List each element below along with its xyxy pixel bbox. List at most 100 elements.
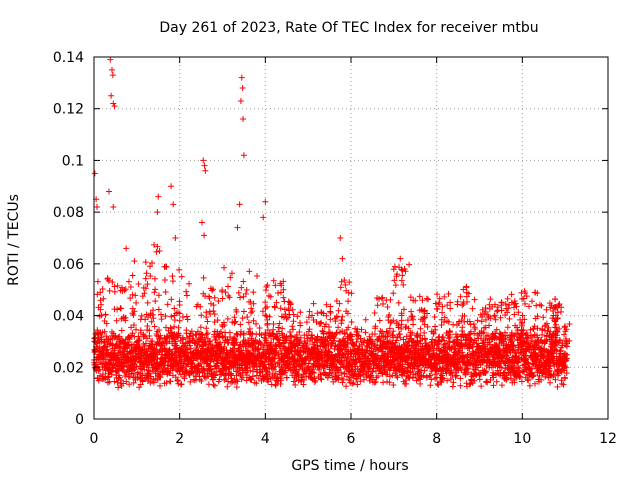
- data-point: [222, 289, 229, 296]
- data-point: [147, 272, 154, 279]
- data-point: [529, 373, 536, 380]
- data-point: [434, 380, 441, 387]
- data-point: [490, 374, 497, 381]
- data-point: [525, 377, 532, 384]
- data-point: [239, 374, 246, 381]
- data-point: [439, 374, 446, 381]
- data-point: [211, 382, 218, 389]
- data-point: [531, 380, 538, 387]
- data-point: [131, 308, 138, 315]
- data-point: [554, 309, 561, 316]
- data-point: [278, 282, 285, 289]
- data-point: [371, 309, 378, 316]
- data-point: [518, 327, 525, 334]
- data-point: [400, 336, 407, 343]
- data-point: [292, 382, 299, 389]
- data-point: [277, 342, 284, 349]
- data-point: [339, 379, 346, 386]
- data-point: [309, 312, 316, 319]
- data-point: [253, 320, 260, 327]
- data-point: [157, 374, 164, 381]
- data-point: [543, 320, 550, 327]
- data-point: [366, 365, 373, 372]
- data-point: [374, 302, 381, 309]
- data-point: [412, 297, 419, 304]
- data-point: [447, 305, 454, 312]
- data-point: [465, 351, 472, 358]
- data-point: [530, 372, 537, 378]
- data-point: [94, 329, 101, 336]
- data-point: [278, 313, 285, 320]
- data-point: [407, 332, 414, 339]
- data-point: [468, 376, 475, 383]
- data-point: [397, 334, 404, 341]
- data-point: [211, 294, 218, 301]
- data-point: [162, 288, 169, 295]
- data-point: [392, 282, 399, 289]
- data-point: [389, 372, 396, 379]
- data-point: [430, 329, 437, 336]
- data-point: [146, 370, 153, 377]
- data-point: [552, 312, 559, 319]
- data-point: [447, 299, 454, 306]
- data-point: [167, 324, 174, 331]
- data-point: [114, 336, 121, 343]
- data-point: [391, 277, 398, 284]
- data-point: [406, 339, 413, 346]
- data-point: [417, 380, 424, 387]
- data-point: [246, 331, 253, 338]
- data-point: [144, 299, 151, 306]
- data-point: [410, 321, 417, 328]
- data-point: [523, 293, 530, 300]
- data-point: [516, 365, 523, 372]
- data-point: [342, 281, 349, 288]
- data-point: [140, 333, 147, 340]
- data-point: [204, 373, 211, 380]
- data-point: [155, 306, 162, 313]
- data-point: [390, 290, 397, 297]
- data-point: [127, 284, 134, 291]
- data-point: [228, 379, 235, 386]
- data-point: [466, 381, 473, 388]
- data-point: [249, 308, 256, 315]
- data-point: [483, 368, 490, 375]
- data-point: [493, 326, 500, 333]
- data-point: [169, 278, 176, 285]
- data-point: [556, 348, 563, 355]
- data-point: [383, 328, 390, 335]
- data-point: [504, 295, 511, 302]
- data-point: [511, 379, 518, 386]
- data-point: [521, 300, 528, 307]
- data-point: [518, 378, 525, 385]
- data-point: [335, 307, 342, 314]
- data-point: [425, 296, 432, 303]
- data-point: [454, 333, 461, 340]
- data-point: [314, 333, 321, 340]
- data-point: [262, 305, 269, 312]
- data-point: [269, 330, 276, 337]
- data-point: [445, 335, 452, 342]
- data-point: [211, 311, 218, 318]
- data-point: [356, 358, 363, 365]
- data-point: [339, 255, 346, 262]
- data-point: [376, 295, 383, 302]
- data-point: [479, 340, 486, 347]
- data-point: [114, 282, 121, 289]
- data-point: [526, 303, 533, 310]
- data-point: [533, 302, 540, 309]
- data-point: [103, 320, 110, 327]
- data-point: [377, 328, 384, 335]
- data-point: [345, 324, 352, 331]
- data-point: [476, 376, 483, 383]
- data-point: [398, 317, 405, 324]
- data-point: [97, 297, 104, 304]
- data-point: [99, 329, 106, 336]
- data-point: [142, 259, 149, 266]
- data-point: [168, 329, 175, 336]
- data-point: [286, 311, 293, 318]
- data-point: [518, 320, 525, 327]
- data-point: [372, 323, 379, 330]
- data-point: [119, 367, 126, 374]
- data-point: [487, 296, 494, 303]
- data-point: [109, 279, 116, 286]
